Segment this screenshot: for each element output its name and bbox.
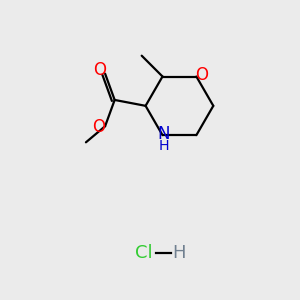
Text: O: O [195,66,208,84]
Text: O: O [92,118,105,136]
Text: H: H [173,244,186,262]
Text: N: N [158,125,170,143]
Text: Cl: Cl [135,244,153,262]
Text: H: H [159,139,169,153]
Text: O: O [93,61,106,79]
